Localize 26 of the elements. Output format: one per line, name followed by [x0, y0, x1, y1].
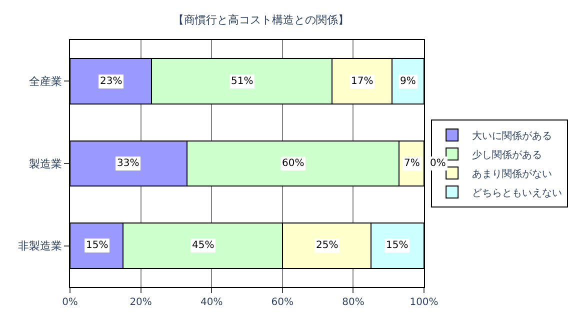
data-label: 51% [231, 76, 254, 87]
data-label: 17% [351, 76, 374, 87]
data-label: 7% [404, 158, 420, 169]
y-tick-label: 非製造業 [18, 240, 62, 253]
data-label: 15% [386, 240, 408, 251]
data-label: 25% [316, 240, 338, 251]
data-label: 0% [430, 158, 446, 169]
data-label: 23% [100, 76, 122, 87]
data-label: 60% [282, 158, 304, 169]
chart-title: 【商慣行と高コスト構造との関係】 [173, 14, 349, 27]
data-label: 15% [86, 240, 108, 251]
data-label: 33% [117, 158, 140, 169]
legend-label: 大いに関係がある [472, 130, 552, 142]
x-tick-label: 80% [342, 297, 364, 308]
x-tick-label: 100% [410, 297, 438, 308]
data-label: 45% [192, 240, 214, 251]
y-tick-label: 製造業 [28, 157, 62, 170]
data-label: 9% [400, 76, 416, 87]
x-tick-label: 40% [200, 297, 223, 308]
x-tick-label: 0% [62, 297, 78, 308]
legend-label: あまり関係がない [472, 168, 552, 180]
y-tick-label: 全産業 [28, 75, 62, 88]
x-tick-label: 20% [130, 297, 152, 308]
x-tick-label: 60% [271, 297, 294, 308]
legend-label: 少し関係がある [472, 148, 542, 161]
legend-label: どちらともいえない [472, 188, 562, 199]
